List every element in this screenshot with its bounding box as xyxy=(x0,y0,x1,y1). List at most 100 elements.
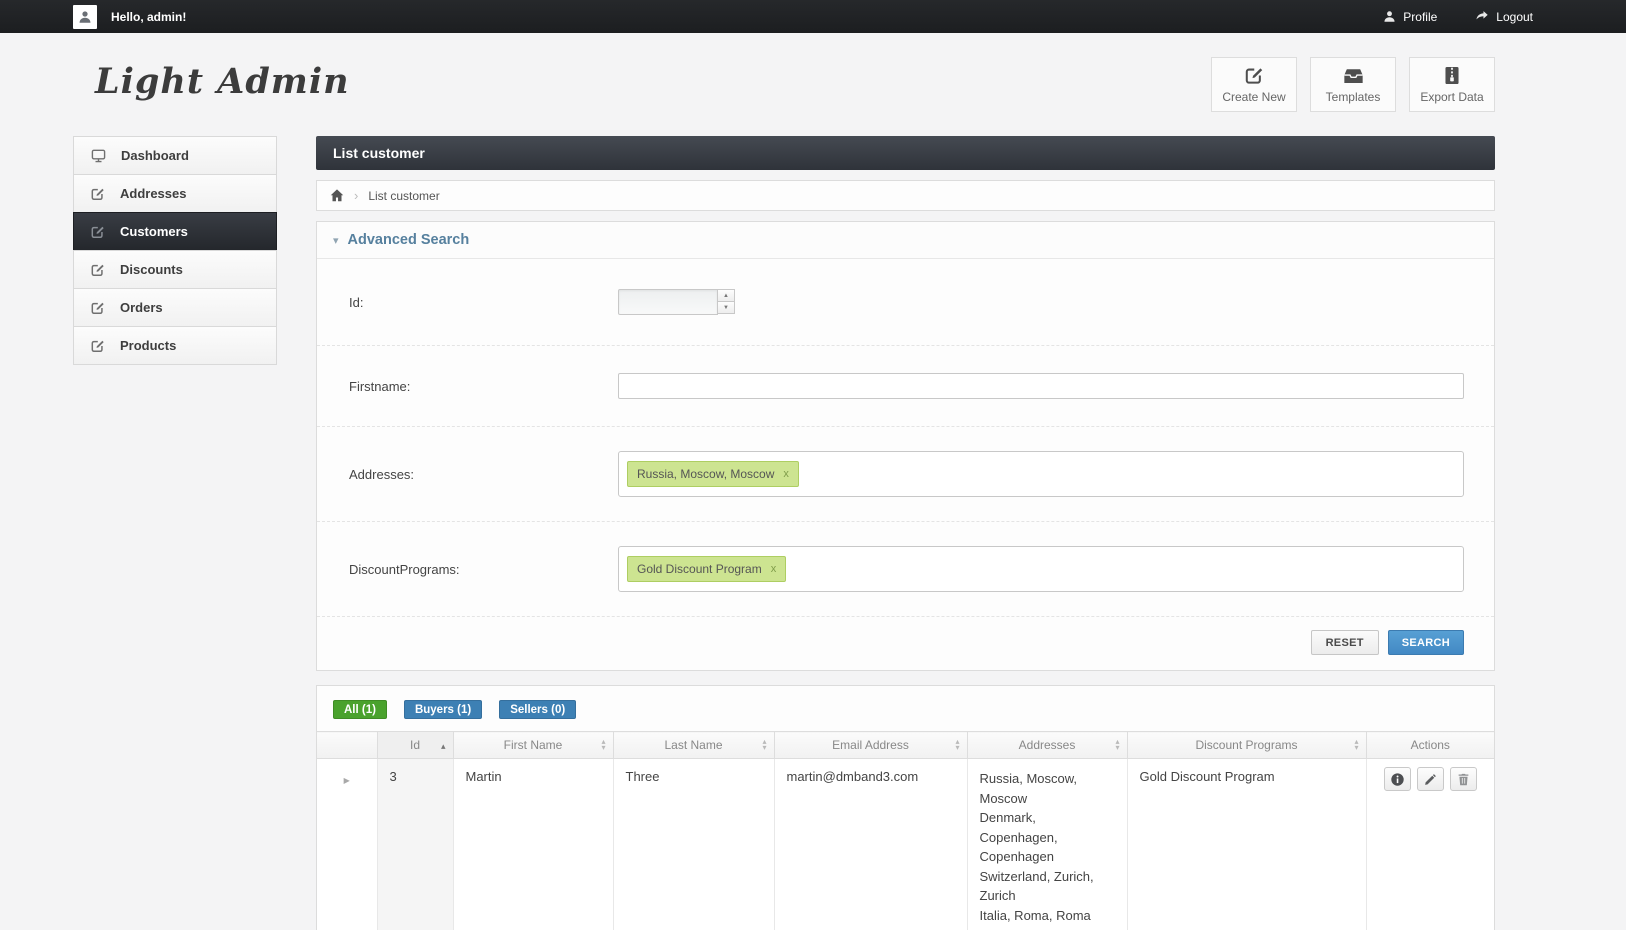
sidebar: Dashboard Addresses Customers Discounts xyxy=(73,136,277,365)
id-input[interactable] xyxy=(618,289,735,315)
info-button[interactable] xyxy=(1383,767,1411,791)
id-label: Id: xyxy=(349,294,364,310)
profile-link[interactable]: Profile xyxy=(1383,10,1437,24)
discount-programs-label: DiscountPrograms: xyxy=(349,561,460,577)
cell-first-name: Martin xyxy=(452,758,613,930)
dashboard-icon xyxy=(91,148,106,163)
sidebar-item-products[interactable]: Products xyxy=(73,326,277,365)
quick-actions: Create New Templates Export Data xyxy=(1211,57,1495,112)
id-input-box[interactable] xyxy=(618,289,718,315)
archive-icon xyxy=(1343,65,1364,85)
address-line: Switzerland, Zurich, Zurich xyxy=(979,868,1094,904)
sidebar-item-discounts[interactable]: Discounts xyxy=(73,250,277,289)
delete-button[interactable] xyxy=(1449,767,1477,791)
customers-table: Id First Name Last Name xyxy=(317,731,1494,930)
discount-program-tag: Gold Discount Program x xyxy=(627,556,787,582)
expand-column-header xyxy=(317,731,377,759)
logout-icon xyxy=(1475,10,1489,23)
templates-label: Templates xyxy=(1325,90,1381,104)
edit-icon xyxy=(91,187,105,201)
topbar-user: Hello, admin! xyxy=(73,4,187,29)
addresses-input[interactable]: Russia, Moscow, Moscow x xyxy=(618,451,1464,497)
sort-icon xyxy=(762,739,766,751)
firstname-label: Firstname: xyxy=(349,378,411,394)
breadcrumb: List customer xyxy=(316,180,1495,211)
tab-buyers[interactable]: Buyers (1) xyxy=(403,700,483,719)
column-header-email[interactable]: Email Address xyxy=(773,731,967,759)
advanced-search-header[interactable]: Advanced Search xyxy=(317,222,1494,259)
topbar: Hello, admin! Profile Logout xyxy=(0,0,1626,33)
info-icon xyxy=(1390,772,1405,787)
spinner-down-icon[interactable] xyxy=(718,301,735,314)
column-header-actions: Actions xyxy=(1365,731,1494,759)
cell-email: martin@dmband3.com xyxy=(773,758,967,930)
sidebar-item-label: Addresses xyxy=(120,186,187,201)
edit-icon xyxy=(91,225,105,239)
pencil-icon xyxy=(1424,773,1437,786)
sort-icon xyxy=(1115,739,1119,751)
table-row: 3 Martin Three martin@dmband3.com Russia… xyxy=(317,758,1494,930)
cell-actions xyxy=(1365,758,1494,930)
tab-all[interactable]: All (1) xyxy=(333,700,387,719)
address-tag: Russia, Moscow, Moscow x xyxy=(627,461,799,487)
address-line: Denmark, Copenhagen, Copenhagen xyxy=(979,810,1058,864)
logout-link[interactable]: Logout xyxy=(1475,10,1533,24)
column-header-id[interactable]: Id xyxy=(376,731,453,759)
logout-label: Logout xyxy=(1496,9,1533,24)
home-icon[interactable] xyxy=(330,189,344,202)
edit-icon xyxy=(1245,65,1264,85)
sidebar-item-label: Orders xyxy=(120,300,163,315)
remove-tag-icon[interactable]: x xyxy=(770,562,777,575)
sidebar-item-dashboard[interactable]: Dashboard xyxy=(73,136,277,175)
id-spinner xyxy=(718,289,735,315)
trash-icon xyxy=(1457,773,1470,786)
avatar xyxy=(73,4,97,29)
cell-id: 3 xyxy=(376,758,453,930)
scope-tabs: All (1) Buyers (1) Sellers (0) xyxy=(317,686,1494,731)
app-logo: Light Admin xyxy=(95,61,350,102)
row-expand-toggle[interactable] xyxy=(317,758,377,930)
breadcrumb-current: List customer xyxy=(368,188,440,203)
sidebar-item-label: Dashboard xyxy=(121,148,189,163)
zip-file-icon xyxy=(1444,65,1460,85)
reset-button[interactable]: RESET xyxy=(1310,630,1379,655)
address-line: Italia, Roma, Roma xyxy=(979,907,1091,923)
export-data-label: Export Data xyxy=(1420,90,1484,104)
edit-icon xyxy=(91,263,105,277)
advanced-search-panel: Advanced Search Id: Firstname: xyxy=(316,221,1495,671)
edit-icon xyxy=(91,301,105,315)
search-button[interactable]: SEARCH xyxy=(1387,630,1464,655)
column-header-first-name[interactable]: First Name xyxy=(452,731,613,759)
sidebar-item-label: Discounts xyxy=(120,262,183,277)
sidebar-item-orders[interactable]: Orders xyxy=(73,288,277,327)
sort-asc-icon xyxy=(441,738,446,752)
sort-icon xyxy=(601,739,605,751)
edit-icon xyxy=(91,339,105,353)
address-tag-label: Russia, Moscow, Moscow xyxy=(637,467,775,481)
templates-button[interactable]: Templates xyxy=(1310,57,1396,112)
sidebar-item-addresses[interactable]: Addresses xyxy=(73,174,277,213)
customer-list-panel: All (1) Buyers (1) Sellers (0) Id xyxy=(316,685,1495,930)
greeting-text: Hello, admin! xyxy=(111,9,187,24)
export-data-button[interactable]: Export Data xyxy=(1409,57,1495,112)
column-header-discount-programs[interactable]: Discount Programs xyxy=(1126,731,1366,759)
create-new-button[interactable]: Create New xyxy=(1211,57,1297,112)
chevron-separator-icon xyxy=(354,188,358,203)
person-icon xyxy=(1383,10,1396,23)
firstname-input[interactable] xyxy=(618,373,1464,399)
column-header-addresses[interactable]: Addresses xyxy=(966,731,1127,759)
person-icon xyxy=(79,10,91,23)
remove-tag-icon[interactable]: x xyxy=(783,467,789,480)
sidebar-item-customers[interactable]: Customers xyxy=(73,212,277,251)
addresses-label: Addresses: xyxy=(349,466,415,482)
page-title: List customer xyxy=(316,136,1495,170)
row-caret-icon xyxy=(344,771,350,786)
column-header-last-name[interactable]: Last Name xyxy=(612,731,774,759)
advanced-search-title: Advanced Search xyxy=(347,232,470,248)
cell-discount-programs: Gold Discount Program xyxy=(1126,758,1366,930)
edit-button[interactable] xyxy=(1416,767,1444,791)
profile-label: Profile xyxy=(1403,9,1438,24)
tab-sellers[interactable]: Sellers (0) xyxy=(499,700,577,719)
discount-program-tag-label: Gold Discount Program xyxy=(637,562,762,576)
discount-programs-input[interactable]: Gold Discount Program x xyxy=(618,546,1464,592)
